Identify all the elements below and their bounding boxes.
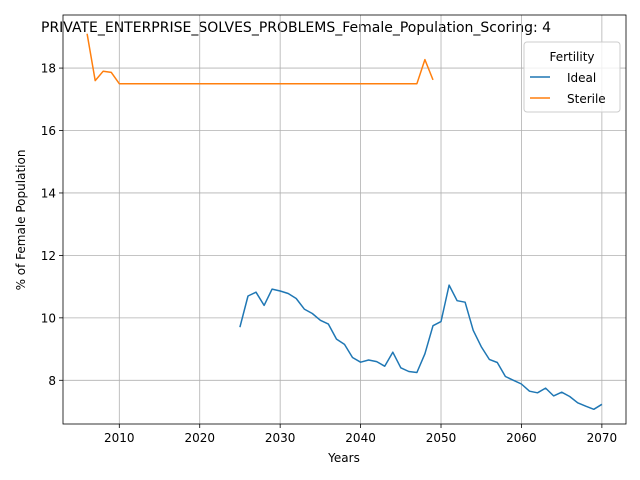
chart-title: PRIVATE_ENTERPRISE_SOLVES_PROBLEMS_Femal…: [41, 20, 551, 36]
y-axis-label: % of Female Population: [14, 150, 28, 291]
y-axis: 8 10 12 14 16 18: [41, 62, 63, 388]
series-line-sterile: [86, 33, 434, 85]
y-tick-label: 16: [41, 124, 56, 138]
y-tick-label: 14: [41, 186, 56, 200]
x-axis: 2010 2020 2030 2040 2050 2060 2070: [104, 424, 617, 445]
series-line-ideal: [239, 284, 603, 411]
plot-frame: [62, 14, 627, 425]
x-tick-label: 2030: [265, 431, 296, 445]
y-tick-label: 10: [41, 311, 56, 325]
x-tick-label: 2050: [426, 431, 457, 445]
legend-title: Fertility: [549, 50, 594, 64]
x-axis-label: Years: [327, 451, 360, 465]
x-tick-label: 2040: [345, 431, 376, 445]
y-tick-label: 12: [41, 249, 56, 263]
y-tick-label: 18: [41, 62, 56, 76]
legend-label-ideal: Ideal: [567, 71, 596, 85]
x-tick-label: 2010: [104, 431, 135, 445]
legend-box: [523, 41, 621, 113]
y-tick-label: 8: [48, 374, 56, 388]
legend: Fertility Ideal Sterile: [523, 41, 621, 113]
legend-label-sterile: Sterile: [567, 92, 606, 106]
x-tick-label: 2060: [506, 431, 537, 445]
series-lines: [86, 33, 603, 411]
x-tick-label: 2020: [184, 431, 215, 445]
x-tick-label: 2070: [587, 431, 618, 445]
